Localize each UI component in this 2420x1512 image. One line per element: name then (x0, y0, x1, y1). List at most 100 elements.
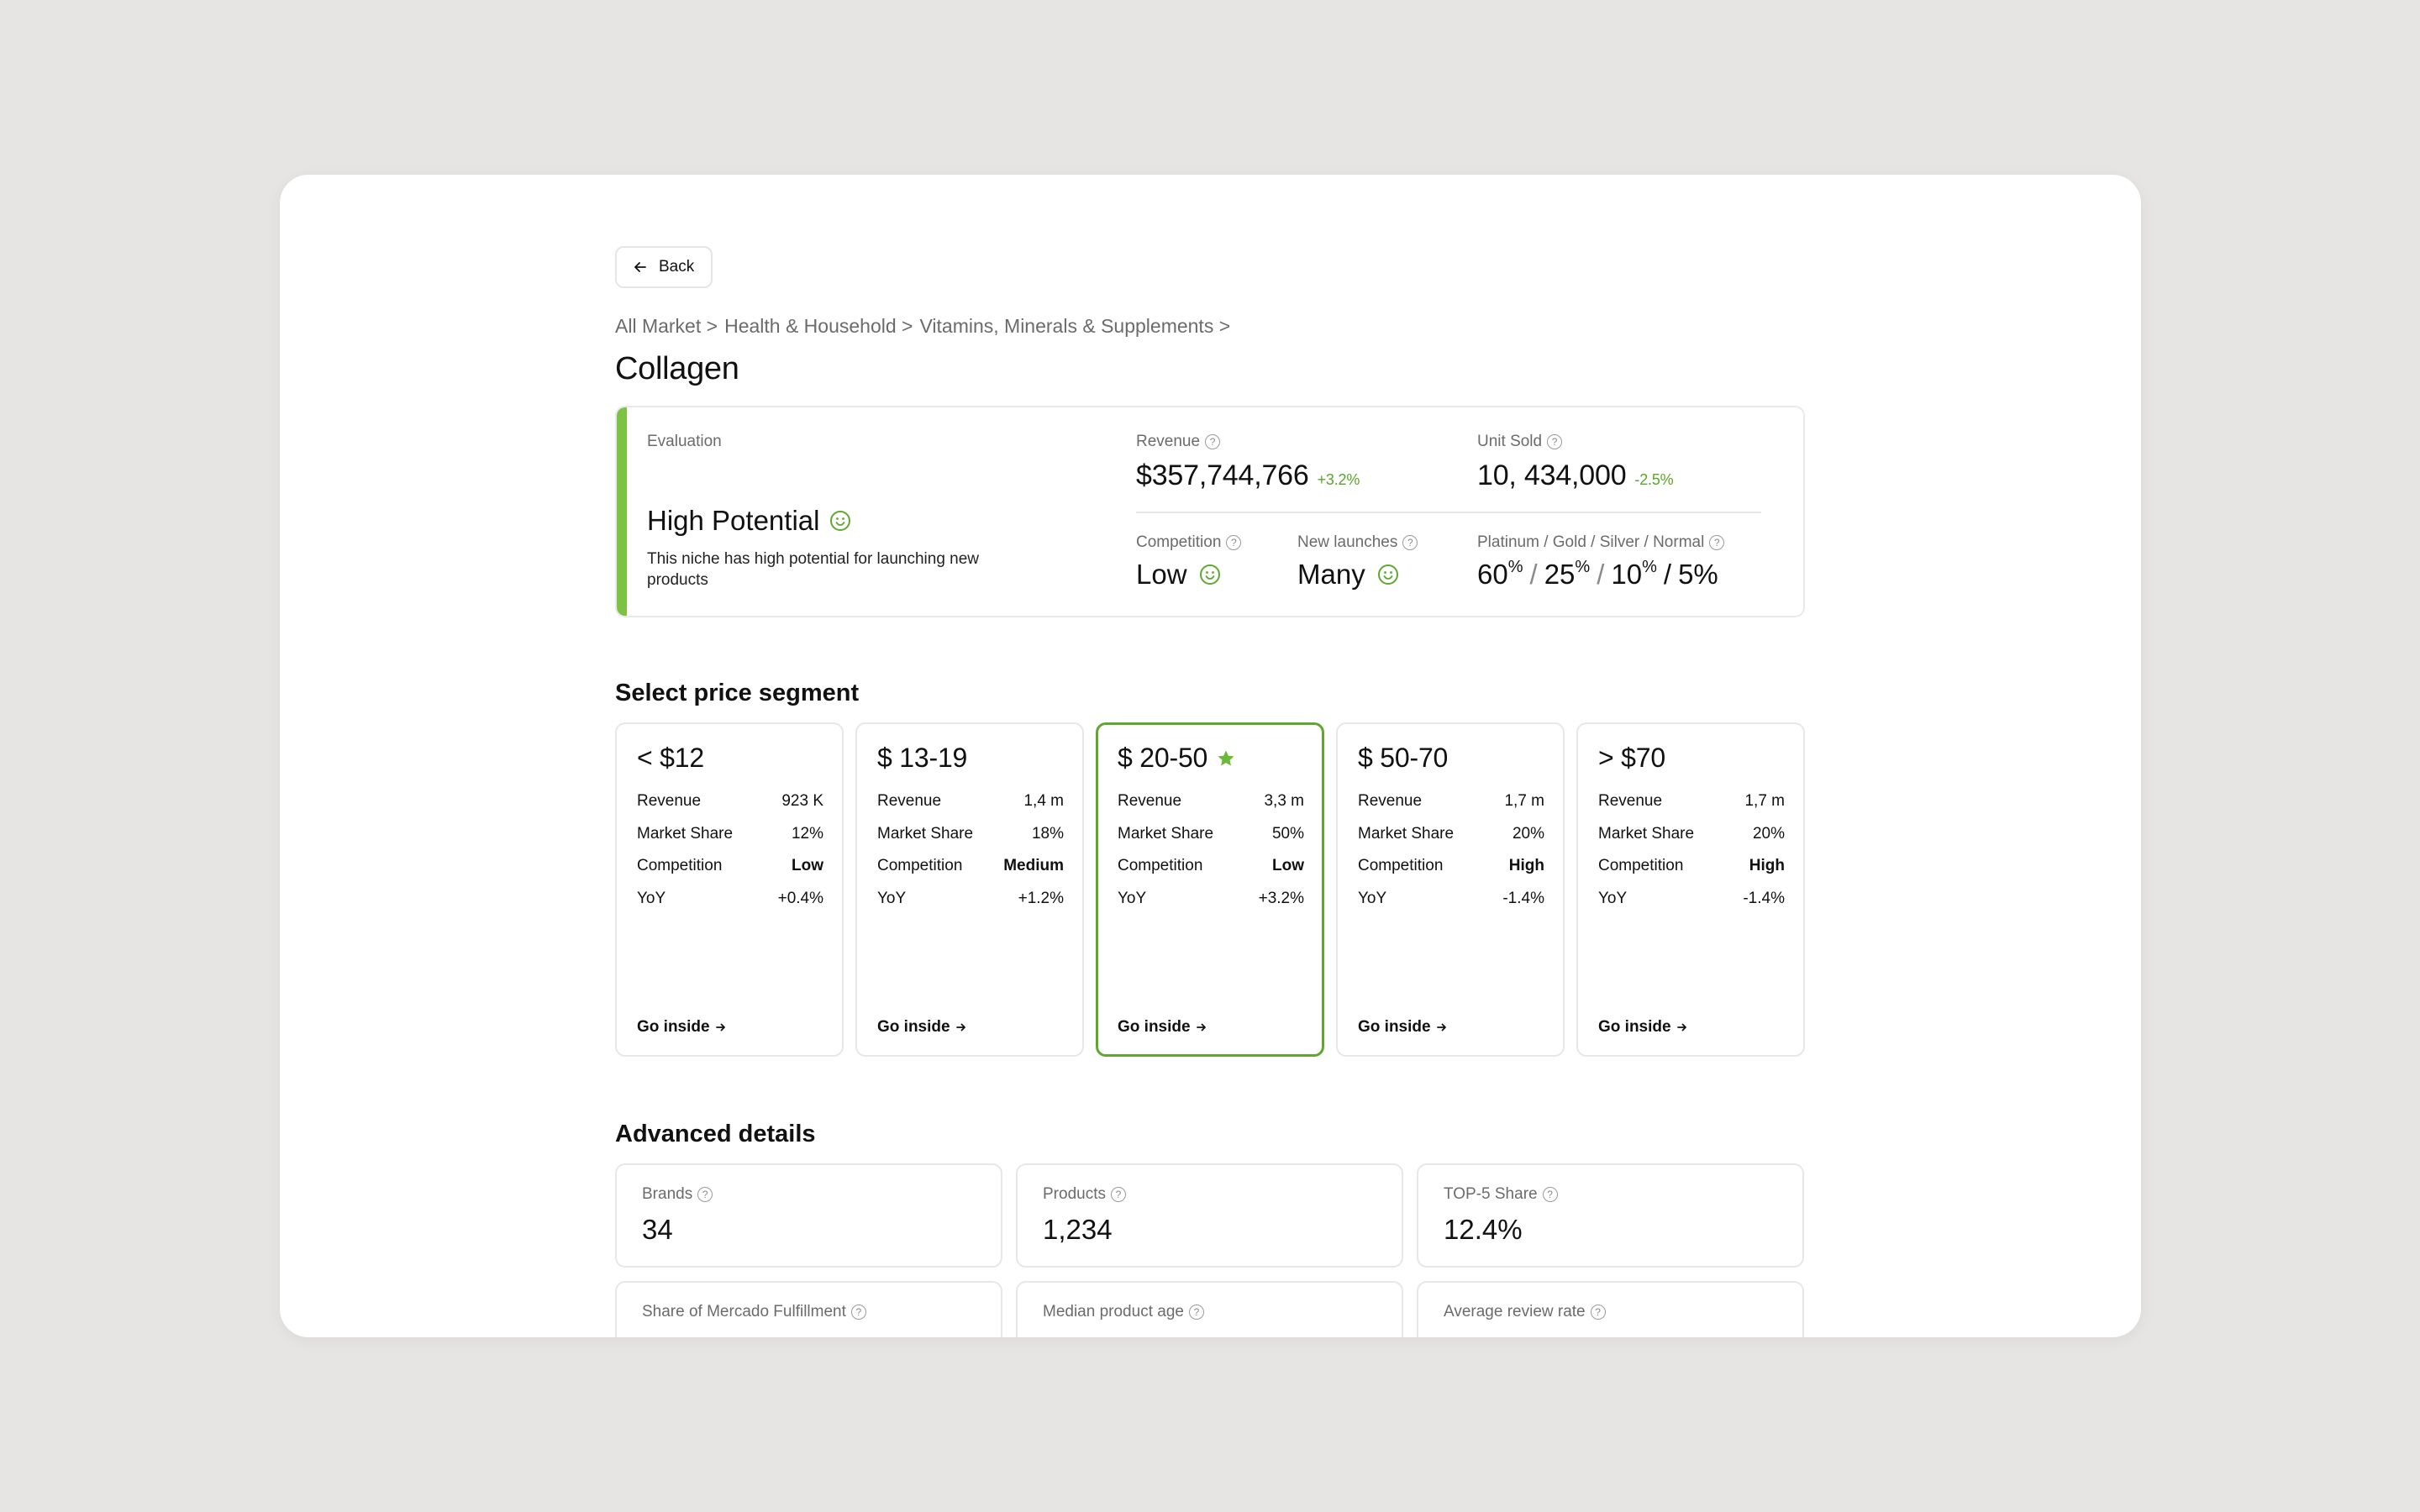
unit-sold-label: Unit Sold (1477, 433, 1543, 450)
help-icon[interactable]: ? (850, 1305, 866, 1320)
segment-row-market-share: Market Share 12% (637, 818, 823, 851)
competition-value-row: Low (1136, 559, 1241, 591)
help-icon[interactable]: ? (1226, 535, 1242, 550)
segment-stats: Revenue 1,7 m Market Share 20% Competition… (1598, 785, 1785, 915)
segment-row-revenue: Revenue 923 K (637, 785, 823, 818)
revenue-value-row: $357,744,766 +3.2% (1136, 459, 1360, 492)
breadcrumb-item-vitamins[interactable]: Vitamins, Minerals & Supplements > (919, 315, 1231, 337)
go-inside-link[interactable]: Go inside (877, 1018, 967, 1037)
help-icon[interactable]: ? (1542, 1187, 1558, 1202)
page-title: Collagen (615, 351, 739, 386)
arrow-right-icon (1196, 1023, 1206, 1032)
segment-row-competition: Competition High (1598, 850, 1785, 883)
back-label: Back (659, 258, 695, 276)
detail-label-wrap: Products? (1043, 1185, 1126, 1204)
row-label: YoY (877, 889, 907, 907)
tier-gold-value: 25 (1544, 559, 1576, 590)
detail-label-wrap: Median product age? (1043, 1303, 1204, 1321)
row-label: Market Share (1598, 824, 1695, 843)
segment-row-competition: Competition Low (1118, 850, 1304, 883)
help-icon[interactable]: ? (1205, 434, 1221, 449)
segment-title-text: < $12 (637, 743, 704, 773)
tier-values: 60% / 25% / 10% / 5% (1477, 558, 1724, 591)
help-icon[interactable]: ? (1402, 535, 1418, 550)
row-value: Low (792, 857, 823, 875)
segment-title: $ 50-70 (1358, 743, 1544, 774)
help-icon[interactable]: ? (1110, 1187, 1126, 1202)
row-label: Market Share (1118, 824, 1214, 843)
segment-card-over-70[interactable]: > $70 Revenue 1,7 m Market Share 20% Compe… (1576, 722, 1805, 1057)
help-icon[interactable]: ? (697, 1187, 713, 1202)
row-label: Revenue (877, 792, 942, 811)
unit-sold-label-wrap: Unit Sold? (1477, 433, 1563, 451)
segment-title: $ 13-19 (877, 743, 1064, 774)
help-icon[interactable]: ? (1709, 535, 1725, 550)
smile-icon (1199, 564, 1220, 585)
detail-label: Average review rate (1444, 1303, 1586, 1320)
back-button[interactable]: Back (615, 246, 713, 288)
row-value: 1,7 m (1504, 792, 1544, 811)
segment-title-text: $ 13-19 (877, 743, 968, 773)
row-value: High (1508, 857, 1544, 875)
new-launches-label: New launches (1297, 533, 1398, 551)
row-label: YoY (1358, 889, 1387, 907)
row-label: Market Share (637, 824, 734, 843)
segment-card-20-50[interactable]: $ 20-50 Revenue 3,3 m Market Share 50% Com… (1096, 722, 1324, 1057)
arrow-right-icon (955, 1023, 965, 1032)
go-inside-label: Go inside (1118, 1018, 1191, 1036)
row-label: Market Share (877, 824, 974, 843)
row-label: Competition (877, 857, 963, 875)
row-value: 3,3 m (1264, 792, 1304, 811)
unit-sold-value: 10, 434,000 (1477, 459, 1627, 491)
go-inside-link[interactable]: Go inside (637, 1018, 727, 1037)
segment-row-revenue: Revenue 1,7 m (1358, 785, 1544, 818)
smile-icon (830, 511, 851, 531)
row-value: +0.4% (777, 889, 823, 907)
detail-label-wrap: TOP-5 Share? (1444, 1185, 1558, 1204)
segment-stats: Revenue 1,4 m Market Share 18% Competition… (877, 785, 1064, 915)
arrow-left-icon (634, 262, 646, 272)
competition-label: Competition (1136, 533, 1222, 551)
evaluation-accent-bar (617, 407, 627, 616)
new-launches-metric: New launches? Many (1297, 533, 1418, 591)
revenue-label: Revenue (1136, 433, 1201, 450)
go-inside-link[interactable]: Go inside (1598, 1018, 1688, 1037)
segment-row-yoy: YoY -1.4% (1598, 883, 1785, 916)
app-window: Back All Market > Health & Household > V… (280, 175, 2141, 1337)
segment-title-text: $ 50-70 (1358, 743, 1449, 773)
segment-title-text: $ 20-50 (1118, 743, 1208, 773)
detail-value: 1,234 (1043, 1214, 1113, 1245)
unit-sold-metric: Unit Sold? 10, 434,000 -2.5% (1477, 433, 1674, 492)
star-icon (1218, 750, 1234, 765)
new-launches-label-wrap: New launches? (1297, 533, 1418, 552)
segment-card-13-19[interactable]: $ 13-19 Revenue 1,4 m Market Share 18% Com… (855, 722, 1084, 1057)
competition-value: Low (1136, 559, 1187, 590)
tier-normal-value: 5% (1678, 559, 1718, 590)
advanced-details-grid: Brands? 34 Products? 1,234 TOP-5 Share? … (615, 1163, 1805, 1337)
breadcrumb-item-all-market[interactable]: All Market > (615, 315, 718, 337)
arrow-right-icon (1436, 1023, 1446, 1032)
metrics-divider (1136, 512, 1761, 513)
detail-card-top5-share: TOP-5 Share? 12.4% (1417, 1163, 1804, 1268)
segment-row-revenue: Revenue 1,7 m (1598, 785, 1785, 818)
segment-stats: Revenue 923 K Market Share 12% Competition… (637, 785, 823, 915)
help-icon[interactable]: ? (1547, 434, 1563, 449)
segment-title: > $70 (1598, 743, 1785, 774)
help-icon[interactable]: ? (1590, 1305, 1606, 1320)
go-inside-link[interactable]: Go inside (1118, 1018, 1207, 1037)
percent-sign: % (1507, 558, 1523, 576)
segment-row-yoy: YoY +3.2% (1118, 883, 1304, 916)
revenue-delta: +3.2% (1317, 471, 1360, 488)
go-inside-link[interactable]: Go inside (1358, 1018, 1448, 1037)
segment-card-under-12[interactable]: < $12 Revenue 923 K Market Share 12% Compe… (615, 722, 844, 1057)
price-segment-section: Select price segment < $12 Revenue 923 K … (615, 680, 1805, 1057)
row-label: Competition (1358, 857, 1444, 875)
row-label: Revenue (1358, 792, 1423, 811)
evaluation-summary: Evaluation High Potential This niche has… (647, 433, 1017, 591)
breadcrumb-item-health[interactable]: Health & Household > (724, 315, 913, 337)
segment-row-revenue: Revenue 1,4 m (877, 785, 1064, 818)
segment-card-50-70[interactable]: $ 50-70 Revenue 1,7 m Market Share 20% Com… (1336, 722, 1565, 1057)
detail-value: 34 (642, 1214, 673, 1245)
help-icon[interactable]: ? (1188, 1305, 1204, 1320)
detail-label: Median product age (1043, 1303, 1184, 1320)
